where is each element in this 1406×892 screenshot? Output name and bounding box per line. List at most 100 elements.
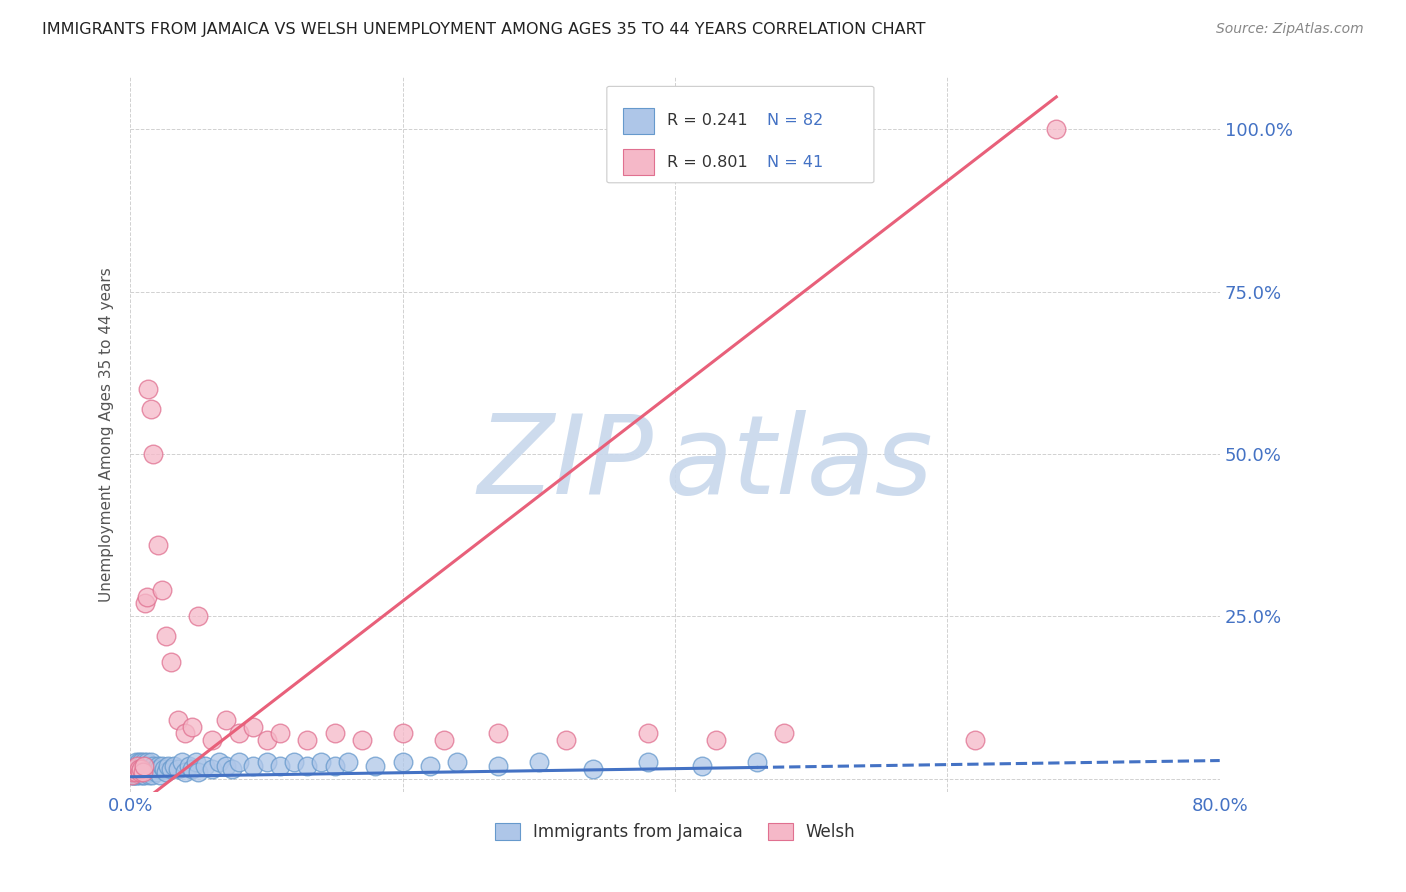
Point bbox=[283, 756, 305, 770]
Point bbox=[128, 762, 150, 776]
Text: N = 82: N = 82 bbox=[766, 113, 823, 128]
Point bbox=[143, 762, 166, 776]
Point bbox=[167, 762, 190, 776]
Point bbox=[131, 765, 153, 780]
Point bbox=[134, 765, 156, 780]
Point bbox=[432, 732, 454, 747]
Point bbox=[391, 726, 413, 740]
Point bbox=[122, 768, 145, 782]
Point bbox=[446, 756, 468, 770]
Point bbox=[201, 762, 224, 776]
Point bbox=[146, 538, 169, 552]
Point bbox=[269, 758, 291, 772]
Text: Source: ZipAtlas.com: Source: ZipAtlas.com bbox=[1216, 22, 1364, 37]
Point bbox=[690, 758, 713, 772]
Point bbox=[124, 768, 146, 782]
Text: R = 0.801: R = 0.801 bbox=[668, 155, 748, 170]
Point bbox=[555, 732, 578, 747]
Point bbox=[256, 732, 278, 747]
Point bbox=[1045, 122, 1067, 136]
Text: N = 41: N = 41 bbox=[766, 155, 823, 170]
Point bbox=[155, 629, 177, 643]
Point bbox=[160, 762, 183, 776]
Point bbox=[208, 756, 231, 770]
Point bbox=[419, 758, 441, 772]
Point bbox=[125, 756, 148, 770]
Point bbox=[214, 758, 236, 772]
Point bbox=[173, 765, 195, 780]
Point bbox=[309, 756, 332, 770]
Point bbox=[486, 758, 509, 772]
Point bbox=[582, 762, 605, 776]
Point bbox=[122, 765, 145, 780]
Point bbox=[135, 756, 157, 770]
Point bbox=[527, 756, 550, 770]
Point bbox=[323, 726, 346, 740]
Point bbox=[127, 768, 149, 782]
Point bbox=[129, 765, 152, 780]
Point bbox=[127, 765, 149, 780]
Point bbox=[242, 720, 264, 734]
Text: atlas: atlas bbox=[664, 409, 932, 516]
Point bbox=[148, 762, 170, 776]
Point bbox=[149, 768, 172, 782]
Point bbox=[125, 768, 148, 782]
Point bbox=[132, 762, 155, 776]
Point bbox=[142, 758, 165, 772]
Point bbox=[201, 732, 224, 747]
Point bbox=[180, 762, 202, 776]
Point bbox=[134, 758, 156, 772]
Point bbox=[128, 758, 150, 772]
Point bbox=[129, 756, 152, 770]
Point bbox=[121, 758, 143, 772]
Point bbox=[135, 590, 157, 604]
Point bbox=[139, 401, 162, 416]
Point bbox=[142, 447, 165, 461]
Point bbox=[391, 756, 413, 770]
Point bbox=[135, 762, 157, 776]
Point bbox=[121, 768, 143, 782]
Point bbox=[131, 768, 153, 782]
Point bbox=[228, 756, 250, 770]
Point bbox=[129, 762, 152, 776]
Point bbox=[138, 768, 160, 782]
Point bbox=[139, 756, 162, 770]
Point bbox=[128, 765, 150, 780]
Point bbox=[128, 762, 150, 776]
Point bbox=[132, 768, 155, 782]
Point bbox=[124, 762, 146, 776]
Legend: Immigrants from Jamaica, Welsh: Immigrants from Jamaica, Welsh bbox=[488, 816, 862, 847]
Point bbox=[157, 758, 180, 772]
Point bbox=[167, 713, 190, 727]
Point bbox=[297, 758, 319, 772]
Y-axis label: Unemployment Among Ages 35 to 44 years: Unemployment Among Ages 35 to 44 years bbox=[100, 268, 114, 602]
Point bbox=[173, 726, 195, 740]
Point bbox=[221, 762, 243, 776]
Point bbox=[155, 765, 177, 780]
Point bbox=[134, 596, 156, 610]
Point bbox=[194, 758, 217, 772]
Point bbox=[136, 382, 159, 396]
Point bbox=[187, 609, 209, 624]
Point bbox=[128, 765, 150, 780]
Point bbox=[141, 768, 163, 782]
Point bbox=[172, 756, 194, 770]
Point bbox=[773, 726, 796, 740]
Point bbox=[177, 758, 200, 772]
Point bbox=[132, 756, 155, 770]
Point bbox=[127, 758, 149, 772]
Point bbox=[150, 758, 173, 772]
Point bbox=[132, 758, 155, 772]
Point bbox=[269, 726, 291, 740]
Point bbox=[128, 765, 150, 780]
Point bbox=[129, 762, 152, 776]
Point bbox=[256, 756, 278, 770]
Point bbox=[364, 758, 387, 772]
Point bbox=[141, 762, 163, 776]
Point bbox=[121, 768, 143, 782]
Point bbox=[486, 726, 509, 740]
Point bbox=[136, 758, 159, 772]
Point bbox=[150, 583, 173, 598]
Point bbox=[180, 720, 202, 734]
Point bbox=[214, 713, 236, 727]
